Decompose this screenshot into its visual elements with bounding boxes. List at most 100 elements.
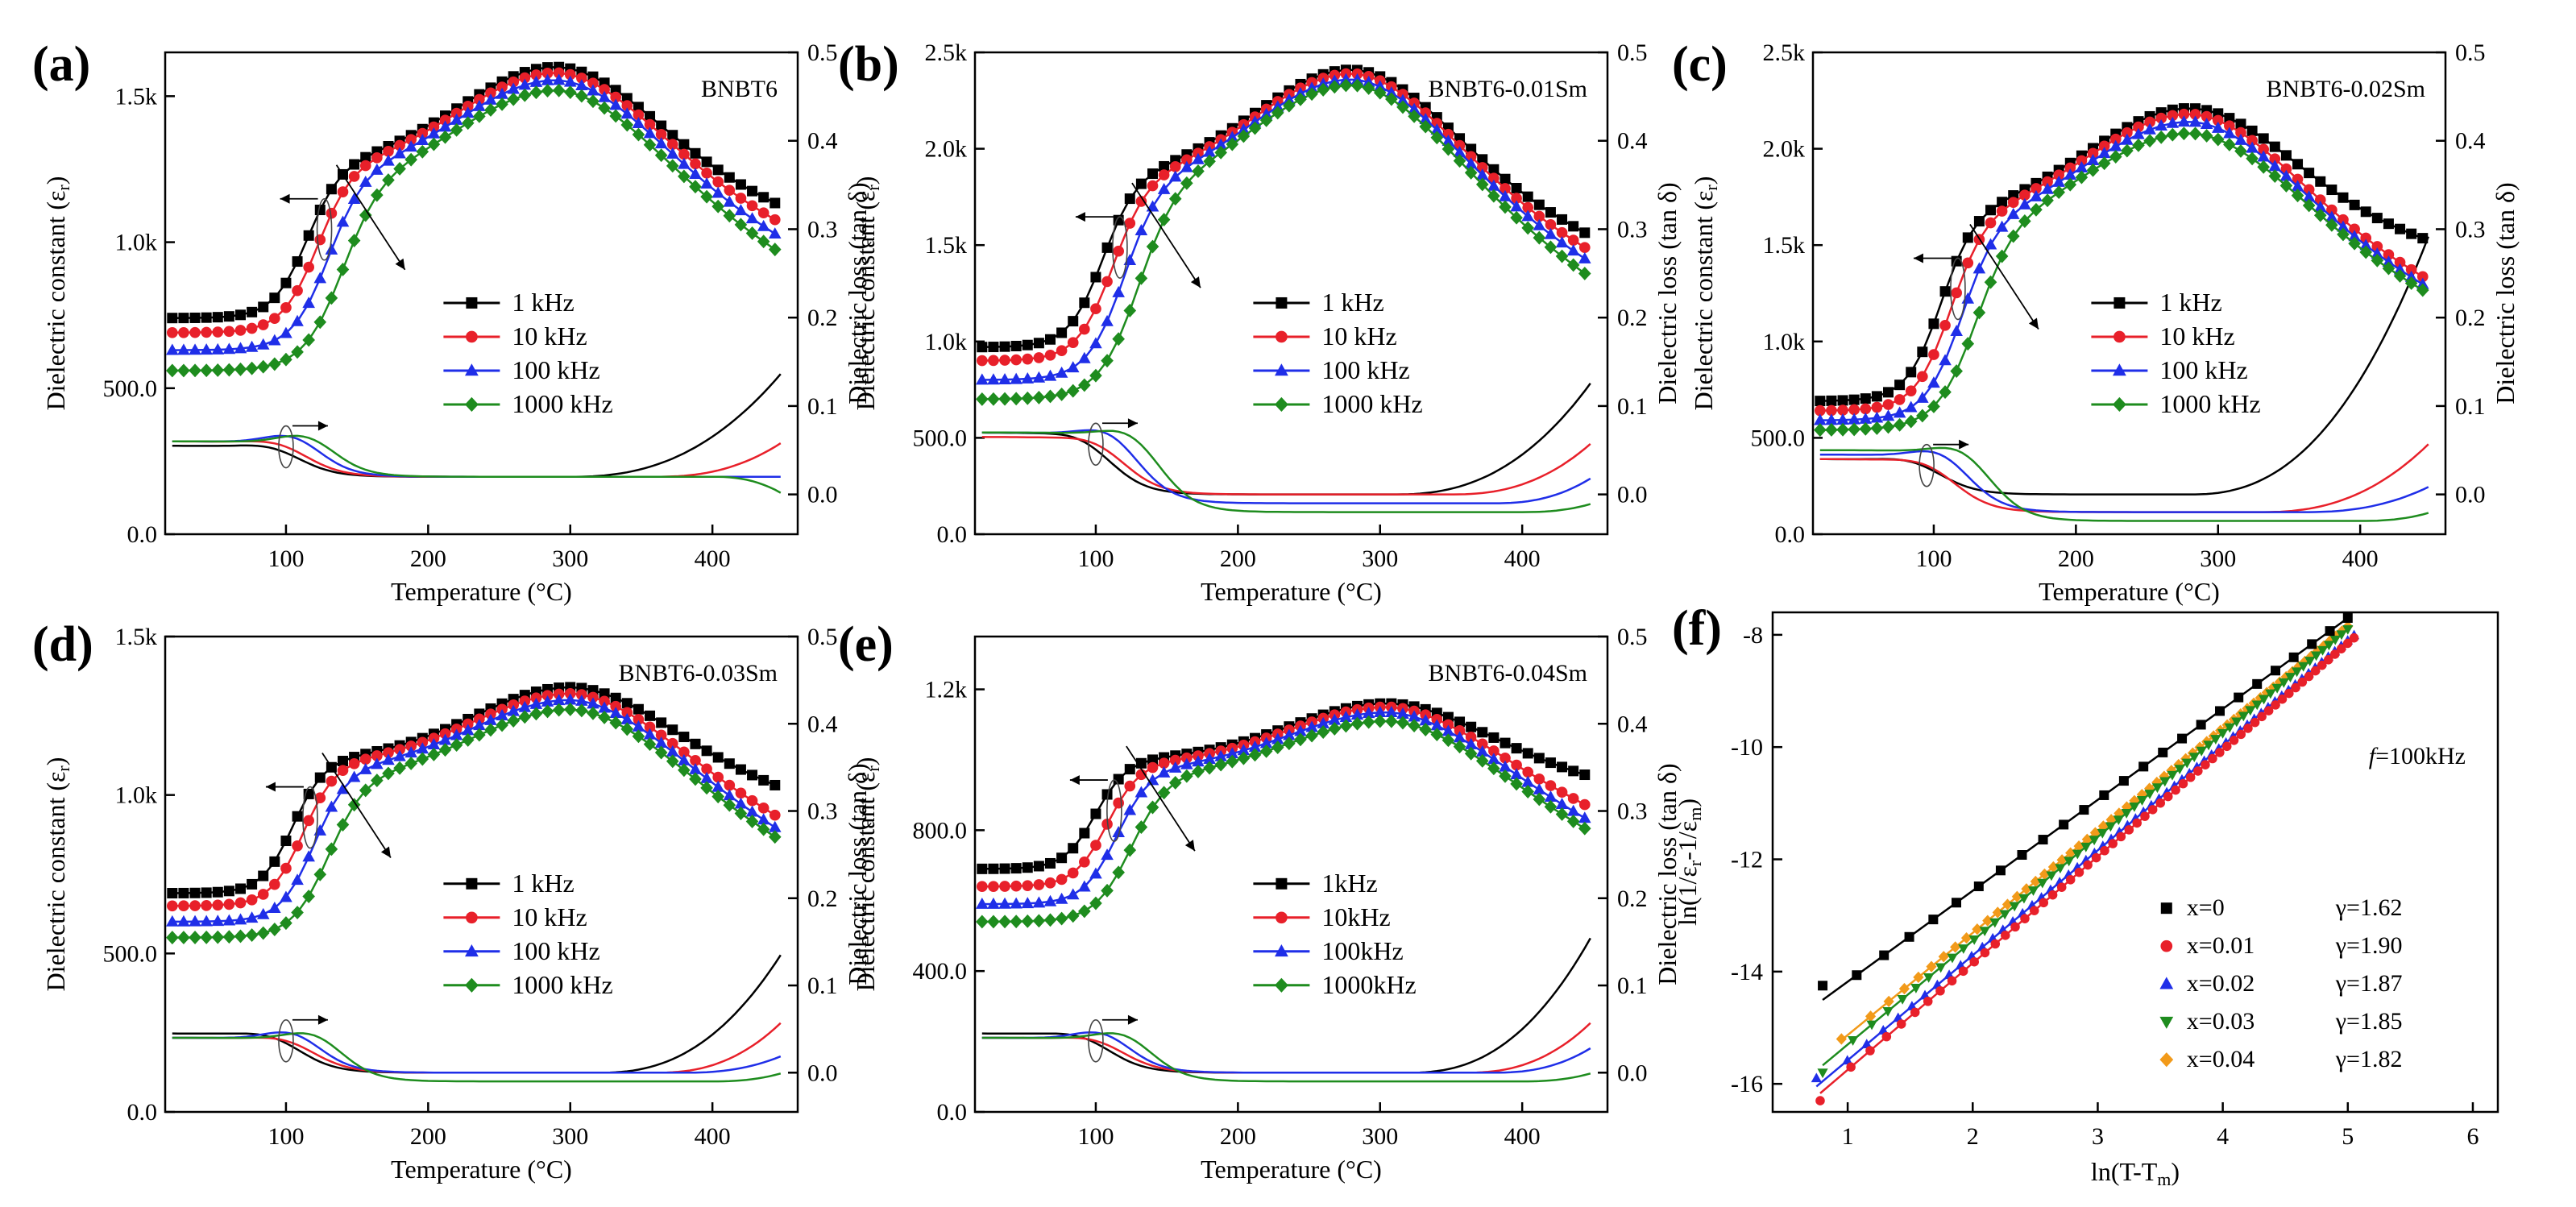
eps-point <box>701 156 712 168</box>
legend-label: 1 kHz <box>512 288 574 317</box>
eps-point <box>1545 219 1557 230</box>
eps-point <box>438 120 452 132</box>
eps-point <box>1124 193 1135 205</box>
legend-gamma: γ=1.87 <box>2335 970 2403 997</box>
eps-point <box>2234 143 2247 158</box>
eps-point <box>690 738 701 749</box>
y-left-tick-label: 1.0k <box>115 782 158 809</box>
data-point <box>1992 906 2003 919</box>
eps-point <box>2303 184 2315 196</box>
y-left-tick-label: 0.0 <box>937 521 968 548</box>
eps-point <box>1010 897 1023 909</box>
eps-point <box>656 717 667 728</box>
eps-point <box>496 87 508 99</box>
eps-point <box>1066 384 1080 398</box>
y-left-tick-label: 500.0 <box>1751 425 1806 451</box>
data-point <box>1910 1007 1920 1018</box>
eps-point <box>2122 127 2133 139</box>
eps-point <box>1430 728 1444 742</box>
eps-point <box>541 704 554 719</box>
eps-point <box>599 84 610 95</box>
y-left-tick-label: 1.5k <box>925 232 968 259</box>
eps-point <box>1487 189 1500 203</box>
eps-point <box>1939 286 1951 297</box>
legend-label: x=0.02 <box>2187 970 2255 997</box>
eps-point <box>529 85 543 100</box>
eps-point <box>1362 81 1375 95</box>
eps-point <box>655 729 667 741</box>
y-left-tick-label: 500.0 <box>913 425 968 451</box>
eps-point <box>268 902 281 913</box>
eps-point <box>1350 78 1364 93</box>
eps-point <box>269 878 280 890</box>
data-point <box>1928 915 1939 925</box>
series-eps-3 <box>976 714 1591 929</box>
y-left-tick-label: 2.0k <box>925 136 968 163</box>
panel-label: (b) <box>838 37 899 92</box>
eps-point <box>644 721 656 733</box>
eps-point <box>541 73 554 85</box>
y-left-tick-label: 0.0 <box>127 521 158 548</box>
eps-point <box>2097 147 2111 159</box>
eps-point <box>1521 209 1535 222</box>
eps-point <box>689 180 702 194</box>
data-point <box>1923 973 1935 983</box>
eps-point <box>2246 125 2258 136</box>
legend-label: 10 kHz <box>2159 321 2234 350</box>
data-point <box>2155 798 2166 808</box>
eps-point <box>2211 121 2225 133</box>
eps-point <box>529 697 543 709</box>
eps-point <box>1180 769 1193 783</box>
loss-line-0 <box>172 373 782 478</box>
eps-point <box>724 172 735 183</box>
eps-point <box>1997 197 2008 208</box>
data-point <box>1866 1020 1877 1031</box>
eps-point <box>280 916 292 931</box>
eps-point <box>2211 132 2225 147</box>
eps-point <box>1396 100 1409 114</box>
eps-point <box>610 700 622 712</box>
eps-point <box>518 710 532 724</box>
x-tick-label: 400 <box>695 545 731 572</box>
data-point <box>2055 864 2066 874</box>
eps-point <box>2359 238 2373 251</box>
eps-point <box>2030 189 2043 201</box>
y-left-axis-label-close: ) <box>1689 176 1718 185</box>
eps-point <box>1488 732 1500 743</box>
eps-point <box>484 93 497 105</box>
eps-point <box>1464 157 1478 169</box>
eps-point <box>1032 371 1046 383</box>
eps-point <box>564 68 576 81</box>
eps-point <box>1090 808 1101 819</box>
y-left-tick-label: 1.5k <box>115 624 158 650</box>
eps-point <box>166 900 178 912</box>
y-left-axis-label-close: ) <box>851 757 880 766</box>
eps-point <box>427 738 441 750</box>
eps-point <box>632 729 645 744</box>
data-point <box>2278 678 2289 688</box>
eps-point <box>189 915 201 927</box>
eps-point <box>1510 210 1523 225</box>
legend-marker <box>465 944 479 957</box>
eps-point <box>654 736 668 749</box>
eps-point <box>553 67 565 79</box>
eps-point <box>2121 133 2134 145</box>
eps-point <box>1101 242 1113 253</box>
y-right-tick-label: 0.2 <box>1617 305 1648 331</box>
eps-point <box>1962 232 1973 243</box>
eps-point <box>563 75 577 87</box>
y-right-tick-label: 0.5 <box>2455 39 2486 66</box>
eps-point <box>1555 807 1569 821</box>
eps-point <box>656 120 667 131</box>
arrow-ellipse-loss <box>1919 443 1935 487</box>
eps-point <box>2234 133 2247 145</box>
loss-line-3 <box>1819 446 2429 522</box>
data-point <box>2151 783 2163 794</box>
chart-title: BNBT6 <box>701 76 778 102</box>
eps-point <box>2292 159 2304 170</box>
y-tick-label: -14 <box>1731 959 1763 985</box>
eps-point <box>644 118 656 131</box>
eps-point <box>234 897 247 909</box>
eps-point <box>1961 337 1975 351</box>
eps-point <box>1135 271 1148 285</box>
